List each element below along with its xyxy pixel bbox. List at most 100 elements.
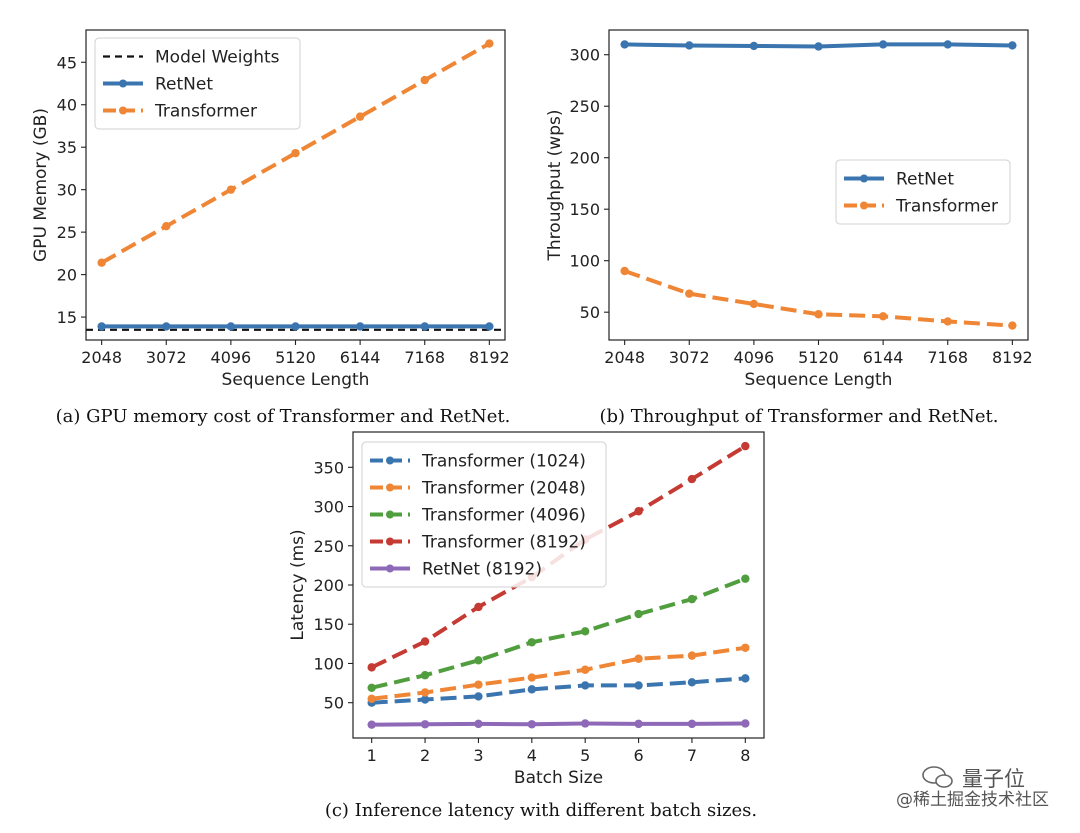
data-point-1-2 <box>749 299 759 309</box>
data-point-3-5 <box>634 507 643 516</box>
legend-marker-1 <box>119 79 127 88</box>
data-point-2-3 <box>527 638 537 647</box>
data-point-3-2 <box>474 602 483 612</box>
caption-a: (a) GPU memory cost of Transformer and R… <box>56 406 511 427</box>
series-line-4 <box>371 721 746 727</box>
series-line-1 <box>371 645 746 701</box>
legend-label-1: RetNet <box>155 75 213 95</box>
x-tick-label: 6144 <box>340 348 381 367</box>
data-point-0-2 <box>749 41 759 51</box>
data-point-0-1 <box>420 695 430 704</box>
y-tick-label: 30 <box>57 181 77 200</box>
data-point-0-4 <box>355 322 365 331</box>
x-tick-label: 8192 <box>469 348 510 367</box>
data-point-4-1 <box>420 720 430 729</box>
data-point-0-3 <box>527 685 537 694</box>
y-tick-label: 150 <box>313 615 344 634</box>
data-point-3-0 <box>367 663 376 672</box>
data-point-0-3 <box>291 322 300 331</box>
y-tick-label: 35 <box>57 138 77 157</box>
legend-marker-4 <box>386 564 394 573</box>
y-tick-label: 300 <box>313 498 344 517</box>
x-tick-label: 3072 <box>146 348 187 367</box>
data-point-1-4 <box>355 112 365 121</box>
data-point-0-0 <box>97 322 106 331</box>
x-axis-title: Batch Size <box>514 768 603 788</box>
legend-marker-0 <box>386 456 394 465</box>
legend-label-2: Transformer (4096) <box>421 506 586 526</box>
x-tick-label: 1 <box>367 746 377 765</box>
data-point-0-3 <box>814 42 823 51</box>
x-tick-label: 2048 <box>81 348 122 367</box>
x-tick-label: 3072 <box>669 348 710 367</box>
legend-label-2: Transformer <box>154 102 257 122</box>
x-tick-label: 5 <box>580 746 590 765</box>
y-tick-label: 25 <box>57 223 77 242</box>
x-tick-label: 5120 <box>275 348 316 367</box>
y-tick-label: 50 <box>580 303 600 322</box>
data-point-4-0 <box>367 720 376 729</box>
x-tick-label: 4 <box>527 746 537 765</box>
legend-marker-3 <box>386 537 394 546</box>
legend-marker-0 <box>860 174 868 183</box>
legend-label-0: Model Weights <box>155 48 280 68</box>
data-point-3-1 <box>420 637 430 646</box>
data-point-1-1 <box>420 688 430 697</box>
series-line-0 <box>371 676 746 705</box>
caption-c: (c) Inference latency with different bat… <box>325 800 757 821</box>
data-point-2-6 <box>687 594 697 604</box>
y-axis-title: GPU Memory (GB) <box>31 108 51 262</box>
legend-label-0: Transformer (1024) <box>421 452 586 472</box>
data-point-3-6 <box>687 474 697 484</box>
legend-label-0: RetNet <box>896 170 954 190</box>
x-tick-label: 2 <box>420 746 430 765</box>
y-axis-title: Throughput (wps) <box>545 110 565 262</box>
y-tick-label: 40 <box>57 96 77 115</box>
gpu-memory-chart: 2048 3072 4096 5120 6144 7168 8192 15 20 25 30 35 40… <box>31 29 510 390</box>
legend-label-1: Transformer <box>895 197 998 217</box>
x-tick-label: 2048 <box>604 348 645 367</box>
data-point-4-6 <box>687 719 697 729</box>
data-point-4-7 <box>741 719 750 728</box>
x-axis-title: Sequence Length <box>745 370 893 390</box>
y-tick-label: 100 <box>569 252 600 271</box>
data-point-2-4 <box>580 627 590 636</box>
data-point-0-1 <box>162 322 171 331</box>
latency-chart: 1 2 3 4 5 6 7 8 50 100 150 200 250 300 350 Batch Size La… <box>288 431 765 788</box>
x-tick-label: 4096 <box>211 348 252 367</box>
data-point-1-2 <box>226 185 236 194</box>
data-point-0-5 <box>634 681 643 690</box>
y-tick-label: 250 <box>569 97 600 116</box>
x-tick-label: 6144 <box>863 348 904 367</box>
legend-label-4: RetNet (8192) <box>422 560 542 580</box>
data-point-1-0 <box>367 694 376 703</box>
data-point-0-7 <box>741 674 750 683</box>
data-point-1-1 <box>685 289 694 298</box>
y-tick-label: 20 <box>57 266 77 285</box>
data-point-1-4 <box>580 665 590 674</box>
y-tick-label: 15 <box>57 308 77 327</box>
legend-marker-2 <box>119 106 127 115</box>
x-axis-title: Sequence Length <box>222 370 370 390</box>
data-point-0-5 <box>420 322 429 331</box>
x-tick-label: 7 <box>687 746 697 765</box>
series-line-2 <box>371 576 747 690</box>
data-point-1-3 <box>291 148 300 158</box>
y-tick-label: 300 <box>569 46 600 65</box>
data-point-0-2 <box>474 692 483 701</box>
watermark-title: 量子位 <box>962 767 1025 791</box>
y-tick-label: 250 <box>313 537 344 556</box>
data-point-4-4 <box>580 719 590 728</box>
legend-label-1: Transformer (2048) <box>421 479 586 499</box>
y-tick-label: 45 <box>57 53 77 72</box>
data-point-2-7 <box>741 574 750 583</box>
x-tick-label: 4096 <box>734 348 775 367</box>
data-point-1-3 <box>527 673 537 682</box>
data-point-0-2 <box>226 322 236 331</box>
throughput-chart: 2048 3072 4096 5120 6144 7168 8192 50 100 150 200 2… <box>545 29 1033 390</box>
data-point-4-2 <box>474 719 483 729</box>
data-point-1-6 <box>687 651 697 660</box>
y-tick-label: 350 <box>313 458 344 477</box>
legend-box <box>835 159 1011 225</box>
